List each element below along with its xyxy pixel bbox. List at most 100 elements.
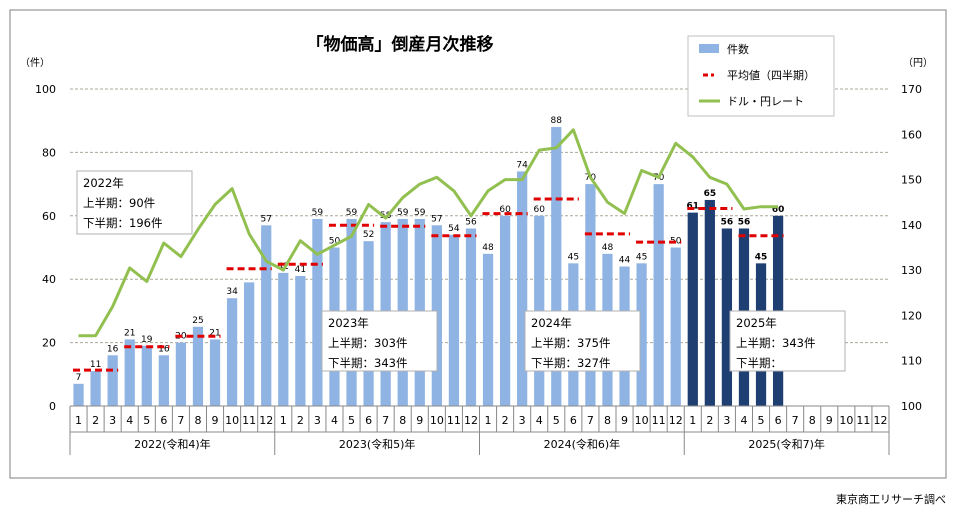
annotation-line: 下半期： — [736, 356, 782, 370]
month-label: 9 — [826, 414, 833, 427]
bar — [499, 215, 511, 406]
bar-value-label: 7 — [76, 373, 82, 383]
bar — [141, 345, 152, 406]
month-label: 1 — [75, 414, 82, 427]
bar-value-label: 60 — [533, 205, 545, 215]
bar-value-label: 34 — [226, 287, 238, 297]
y-right-tick: 150 — [901, 174, 922, 187]
month-label: 2 — [502, 414, 509, 427]
month-label: 2 — [297, 414, 304, 427]
month-label: 6 — [570, 414, 577, 427]
bar-value-label: 56 — [738, 217, 751, 227]
bar — [312, 218, 323, 406]
y-right-tick: 160 — [901, 128, 922, 141]
y-left-tick: 40 — [42, 273, 56, 286]
year-label: 2024(令和6)年 — [544, 437, 621, 451]
bar-value-label: 45 — [568, 252, 579, 262]
month-label: 4 — [126, 414, 133, 427]
month-label: 5 — [348, 414, 355, 427]
bar-value-label: 54 — [448, 224, 460, 234]
bar — [244, 282, 255, 406]
bar — [465, 228, 477, 406]
bar-value-label: 59 — [312, 208, 324, 218]
bar-value-label: 44 — [619, 256, 631, 266]
month-label: 12 — [669, 414, 683, 427]
bar — [209, 339, 221, 406]
month-label: 10 — [430, 414, 444, 427]
bar-value-label: 74 — [516, 160, 528, 170]
year-label: 2022(令和4)年 — [134, 437, 211, 451]
month-label: 10 — [635, 414, 649, 427]
month-label: 8 — [399, 414, 406, 427]
month-label: 11 — [242, 414, 256, 427]
month-label: 1 — [689, 414, 696, 427]
annotation-box — [729, 310, 846, 372]
bar — [226, 298, 238, 406]
annotation-box — [524, 310, 641, 372]
month-label: 7 — [587, 414, 594, 427]
annotation-box — [321, 310, 438, 372]
bar-value-label: 41 — [295, 265, 306, 275]
month-label: 2 — [706, 414, 713, 427]
month-label: 1 — [280, 414, 287, 427]
bar-value-label: 59 — [414, 208, 426, 218]
bar — [482, 253, 494, 406]
month-label: 8 — [604, 414, 611, 427]
bar — [107, 355, 118, 406]
month-label: 10 — [839, 414, 853, 427]
y-right-tick: 130 — [901, 264, 922, 277]
month-label: 12 — [464, 414, 478, 427]
annotation-line: 2023年 — [328, 316, 369, 330]
month-label: 5 — [553, 414, 560, 427]
annotation-line: 下半期：196件 — [83, 216, 162, 230]
y-left-tick: 20 — [42, 337, 56, 350]
month-label: 3 — [519, 414, 526, 427]
y-left-tick: 60 — [42, 210, 56, 223]
annotation-line: 2022年 — [83, 176, 124, 190]
bar — [670, 247, 681, 406]
bar — [585, 184, 596, 406]
month-label: 6 — [160, 414, 167, 427]
month-label: 11 — [447, 414, 461, 427]
bar — [517, 171, 528, 406]
bar — [261, 225, 272, 406]
bar — [448, 234, 460, 406]
month-label: 10 — [225, 414, 239, 427]
bar — [295, 276, 306, 406]
bar — [175, 342, 187, 406]
bar — [192, 326, 204, 406]
bar-value-label: 42 — [278, 262, 289, 272]
legend-label-average: 平均値（四半期） — [727, 68, 815, 82]
bar-value-label: 19 — [141, 335, 153, 345]
bar-value-label: 25 — [192, 316, 203, 326]
source-note: 東京商工リサーチ調べ — [836, 492, 946, 506]
y-right-unit: （円） — [903, 57, 933, 69]
month-label: 9 — [212, 414, 219, 427]
bar-value-label: 50 — [329, 237, 341, 247]
legend-bar-swatch — [699, 44, 719, 53]
average-lines-group — [73, 197, 784, 372]
month-label: 11 — [856, 414, 870, 427]
annotation-line: 2024年 — [531, 316, 572, 330]
bar-value-label: 60 — [499, 205, 511, 215]
bar-value-label: 52 — [363, 230, 374, 240]
bar — [721, 228, 733, 406]
annotation-line: 上半期：343件 — [736, 336, 815, 350]
bar-value-label: 45 — [636, 252, 647, 262]
annotation-line: 下半期：327件 — [531, 356, 610, 370]
bar — [158, 355, 169, 406]
fx-line-group — [78, 128, 779, 338]
month-label: 4 — [536, 414, 543, 427]
month-label: 11 — [652, 414, 666, 427]
bar-value-label: 57 — [260, 214, 271, 224]
annotation-box — [76, 170, 193, 235]
legend-label-count: 件数 — [727, 43, 749, 56]
bar-value-label: 21 — [209, 328, 220, 338]
month-label: 5 — [758, 414, 765, 427]
bar — [687, 212, 698, 406]
bar-value-label: 57 — [431, 214, 442, 224]
